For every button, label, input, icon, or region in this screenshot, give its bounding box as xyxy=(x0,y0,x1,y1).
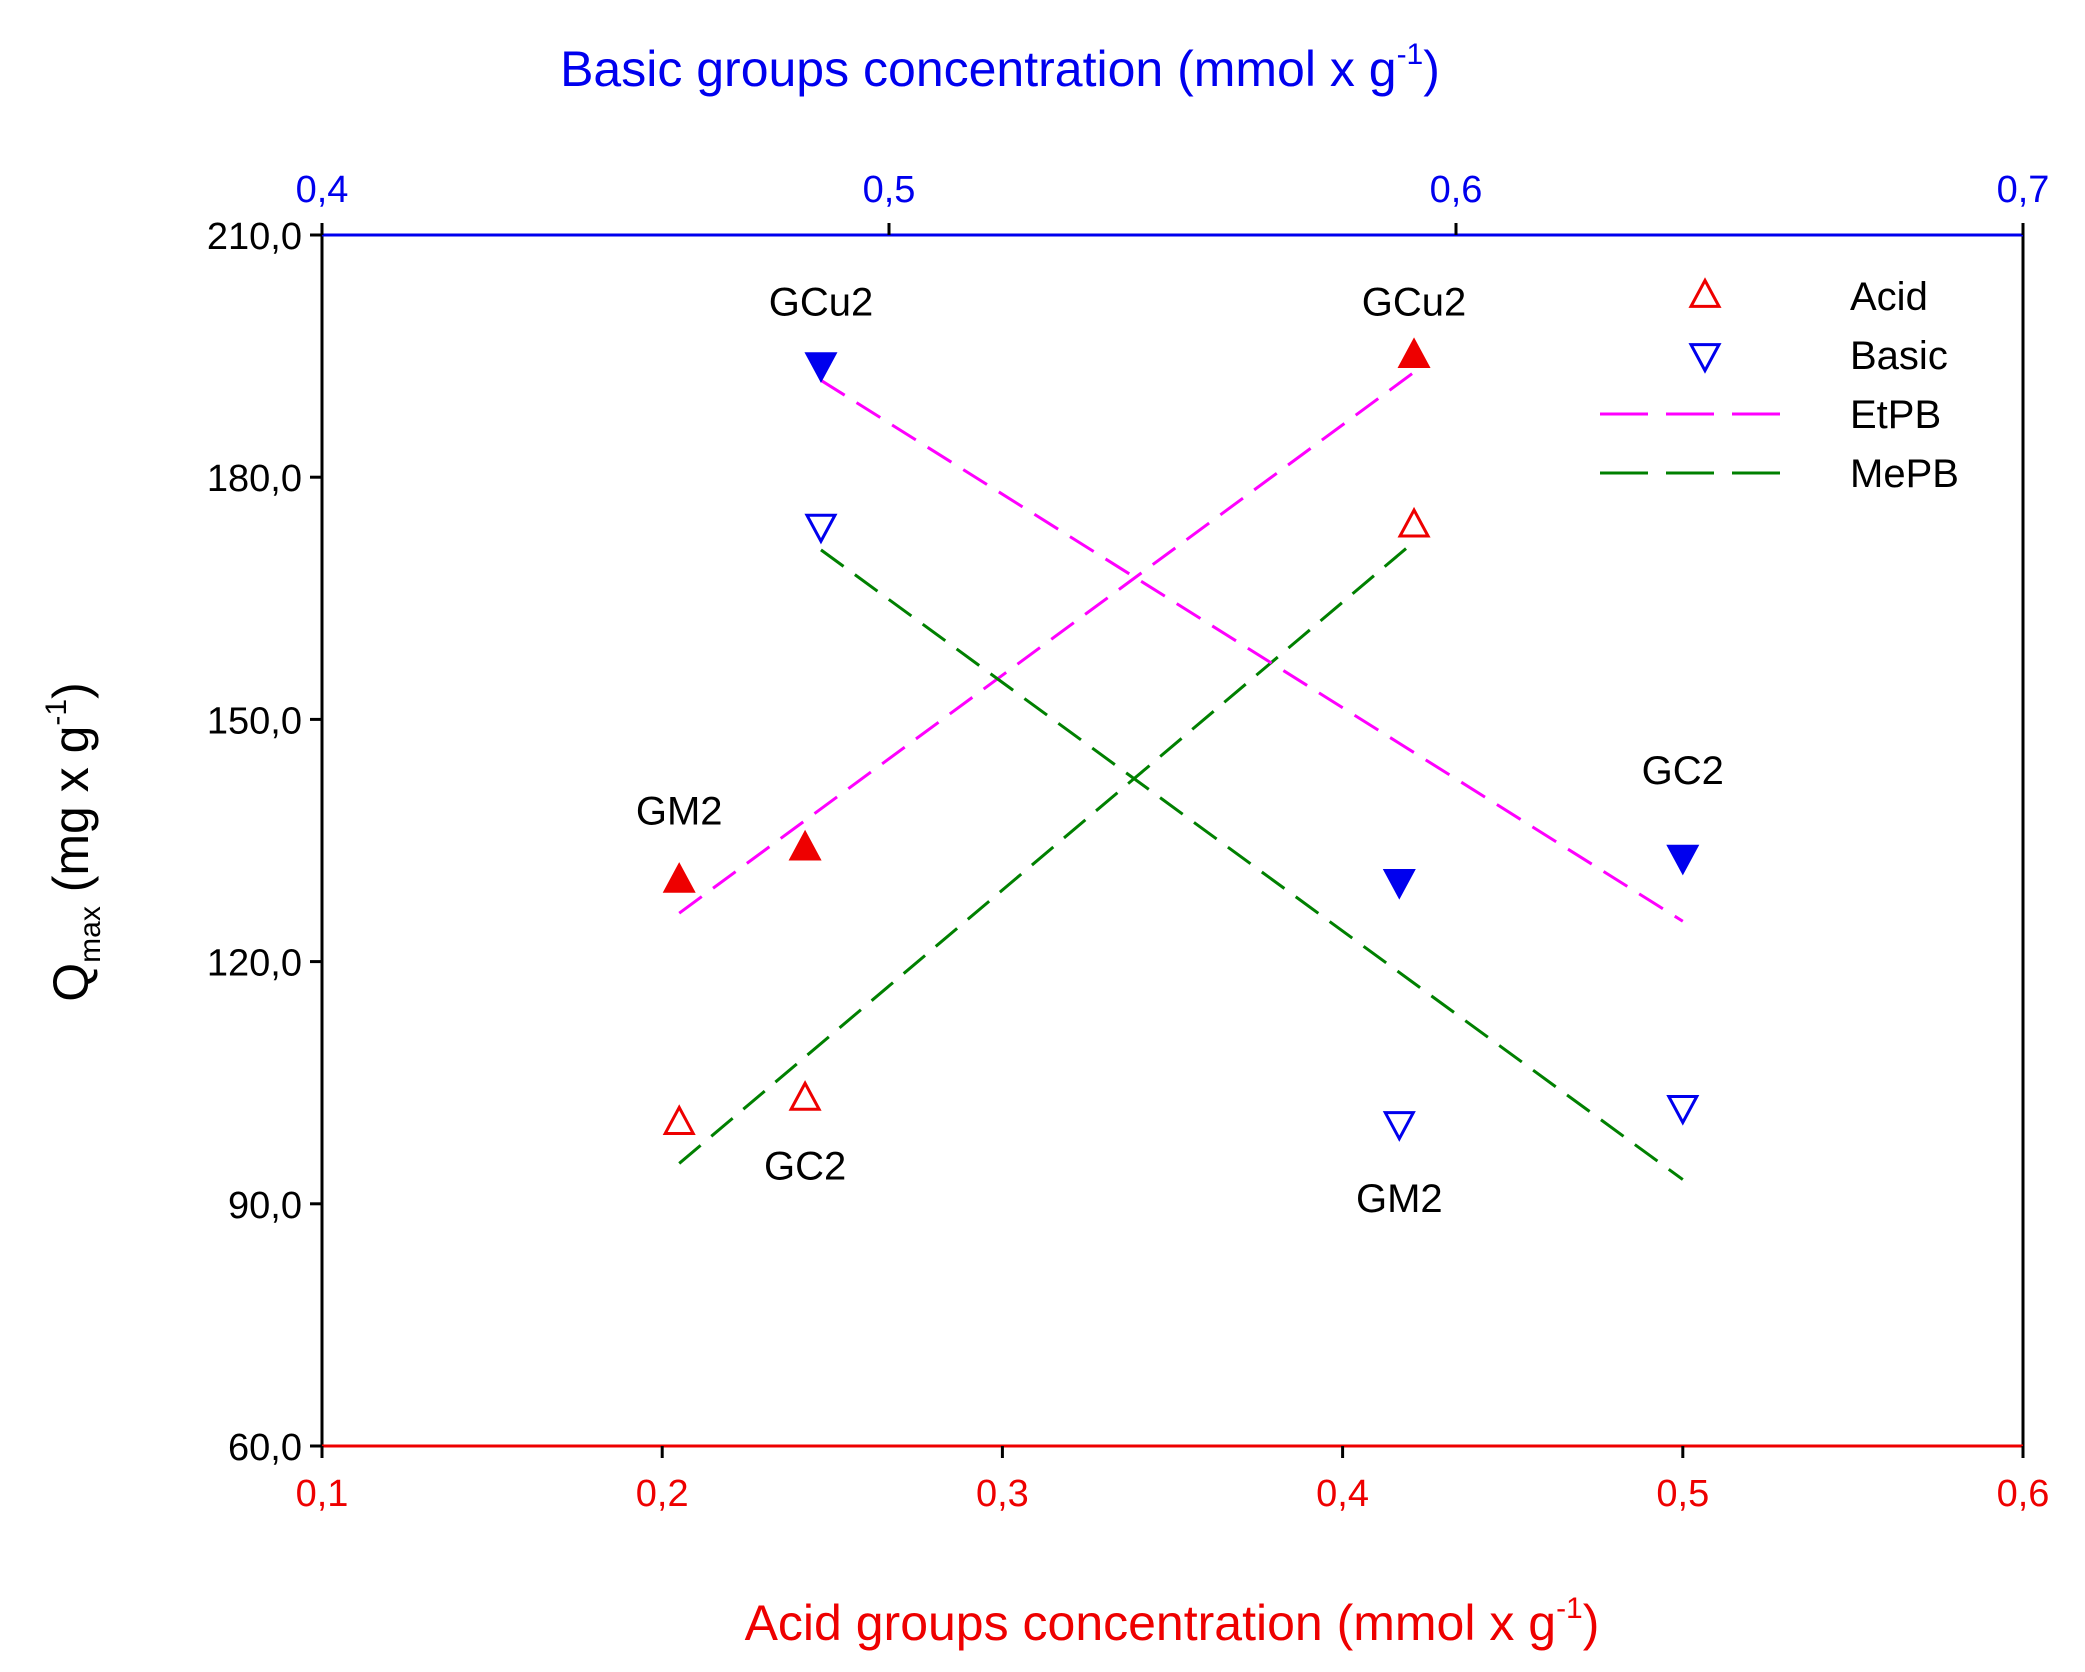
data-point-marker xyxy=(1397,506,1431,538)
point-annotation: GM2 xyxy=(636,789,723,833)
bottom-tick-label: 0,3 xyxy=(976,1473,1029,1515)
point-annotation: GM2 xyxy=(1356,1177,1443,1221)
legend-swatch xyxy=(1688,343,1722,374)
data-point-marker xyxy=(1382,868,1416,900)
bottom-tick-label: 0,6 xyxy=(1997,1473,2050,1515)
data-point-marker xyxy=(1382,1111,1416,1142)
data-point-marker xyxy=(1666,1095,1700,1126)
data-point-marker xyxy=(804,352,838,383)
fit-line xyxy=(678,540,1416,1165)
point-annotation: GCu2 xyxy=(769,281,874,325)
bottom-axis-title-main: Acid groups concentration (mmol x g xyxy=(745,1595,1556,1651)
bottom-axis-title-tail: ) xyxy=(1583,1595,1600,1651)
legend-label: Basic xyxy=(1850,334,1948,378)
bottom-axis-ticks: 0,1 0,2 0,3 0,4 0,5 0,6 xyxy=(296,1446,2050,1515)
data-point-marker xyxy=(1666,844,1700,876)
y-tick-label: 210,0 xyxy=(207,216,302,258)
bottom-tick-label: 0,1 xyxy=(296,1473,349,1515)
top-tick-label: 0,4 xyxy=(296,169,349,211)
y-axis-title-sub: max xyxy=(74,906,107,963)
legend: Acid Basic EtPB MePB xyxy=(1600,275,1959,496)
y-tick-label: 150,0 xyxy=(207,700,302,742)
y-axis-title-sup: -1 xyxy=(40,699,73,726)
bottom-axis-title: Acid groups concentration (mmol x g-1) xyxy=(745,1592,1600,1651)
y-tick-label: 120,0 xyxy=(207,943,302,985)
data-point-marker xyxy=(788,1080,822,1111)
top-axis-title-sup: -1 xyxy=(1397,38,1424,71)
fit-line xyxy=(820,379,1684,923)
point-annotation: GCu2 xyxy=(1362,281,1467,325)
y-axis-title: Qmax (mg x g-1) xyxy=(40,682,107,1002)
legend-label: Acid xyxy=(1850,275,1928,319)
data-point-marker xyxy=(1397,337,1431,368)
data-point-marker xyxy=(662,1104,696,1135)
top-axis-ticks: 0,4 0,5 0,6 0,7 xyxy=(296,169,2050,235)
top-axis-title-main: Basic groups concentration (mmol x g xyxy=(560,41,1396,97)
top-axis-title-tail: ) xyxy=(1423,41,1440,97)
bottom-axis-title-sup: -1 xyxy=(1556,1592,1583,1625)
data-point-marker xyxy=(788,829,822,861)
top-tick-label: 0,6 xyxy=(1430,169,1483,211)
point-annotation: GC2 xyxy=(1642,749,1724,793)
bottom-tick-label: 0,2 xyxy=(636,1473,689,1515)
bottom-tick-label: 0,4 xyxy=(1316,1473,1369,1515)
fit-line xyxy=(820,548,1684,1181)
y-axis-title-rest: (mg x g xyxy=(43,726,99,907)
y-tick-label: 60,0 xyxy=(228,1427,302,1469)
point-annotation: GC2 xyxy=(764,1145,846,1189)
legend-label: EtPB xyxy=(1850,393,1941,437)
top-tick-label: 0,7 xyxy=(1997,169,2050,211)
y-axis-ticks: 60,0 90,0 120,0 150,0 180,0 210,0 xyxy=(207,216,322,1469)
top-tick-label: 0,5 xyxy=(863,169,916,211)
y-tick-label: 90,0 xyxy=(228,1185,302,1227)
top-axis-title: Basic groups concentration (mmol x g-1) xyxy=(560,38,1440,97)
data-point-marker xyxy=(804,513,838,545)
y-axis-title-main: Q xyxy=(43,963,99,1002)
data-markers xyxy=(662,337,1700,1142)
bottom-tick-label: 0,5 xyxy=(1656,1473,1709,1515)
fit-lines xyxy=(678,371,1684,1181)
y-axis-title-tail: ) xyxy=(43,682,99,699)
fit-line xyxy=(678,371,1415,915)
legend-label: MePB xyxy=(1850,452,1959,496)
legend-swatch xyxy=(1688,277,1722,308)
y-tick-label: 180,0 xyxy=(207,458,302,500)
data-point-marker xyxy=(662,862,696,893)
point-annotations: GCu2 GCu2 GM2 GC2 GC2 GM2 xyxy=(636,281,1724,1221)
